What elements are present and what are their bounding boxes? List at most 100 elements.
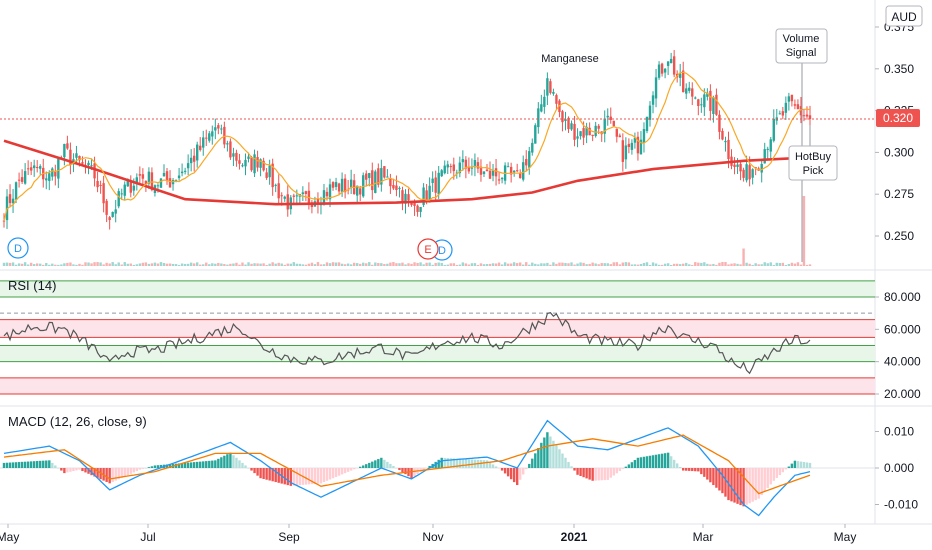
candle-body [250, 157, 253, 171]
macd-hist-bar [630, 462, 634, 468]
candle-body [669, 58, 673, 64]
candle-body [630, 142, 634, 150]
volume-signal-text-1: Volume [783, 33, 820, 45]
macd-hist-bar [377, 459, 380, 468]
volume-bar [165, 263, 169, 266]
volume-bar [567, 263, 570, 266]
macd-hist-bar [183, 462, 187, 468]
candle-body [721, 130, 724, 140]
volume-bar [223, 264, 226, 266]
volume-bar [805, 264, 809, 266]
volume-bar [183, 263, 187, 266]
macd-ticks: -0.010 0.000 0.010 [875, 425, 918, 512]
macd-hist-bar [582, 468, 585, 478]
candle-body [102, 183, 105, 204]
candle-body [217, 125, 220, 129]
volume-bar [96, 262, 99, 266]
volume-bar [271, 262, 274, 266]
macd-hist-bar [401, 468, 404, 473]
candle-body [111, 212, 114, 217]
macd-hist-bar [612, 468, 615, 476]
volume-bar [17, 263, 21, 266]
candle-body [232, 153, 235, 157]
macd-hist-bar [208, 460, 211, 468]
candle-body [32, 165, 36, 169]
time-axis[interactable]: May Jul Sep Nov 2021 Mar May [0, 524, 856, 544]
candle-body [144, 180, 148, 185]
macd-hist-bar [485, 460, 489, 468]
volume-bar [739, 264, 742, 266]
macd-hist-bar [289, 468, 292, 486]
macd-hist-bar [199, 461, 202, 468]
macd-hist-bar [537, 448, 540, 468]
macd-hist-bar [615, 468, 619, 474]
volume-bar [247, 262, 250, 266]
volume-bar [579, 262, 582, 266]
volume-bar [618, 264, 622, 266]
volume-bar [757, 264, 760, 266]
candle-body [183, 170, 187, 172]
macd-hist-bar [796, 461, 800, 468]
macd-hist-bar [775, 468, 778, 478]
candle-body [585, 126, 588, 136]
volume-bar [180, 263, 184, 266]
macd-hist-bar [343, 468, 347, 474]
candle-body [386, 176, 389, 178]
volume-bar [286, 263, 289, 266]
macd-tick-label: -0.010 [884, 498, 918, 512]
macd-hist-bar [331, 468, 335, 479]
volume-bar [108, 263, 111, 266]
candle-body [440, 170, 443, 177]
candle-body [709, 90, 712, 111]
macd-hist-bar [117, 468, 120, 480]
candle-body [199, 145, 202, 150]
volume-bar [724, 262, 727, 266]
candle-body [48, 173, 51, 181]
candle-body [694, 97, 697, 99]
macd-hist-bar [346, 468, 350, 472]
macd-hist-bar [105, 468, 108, 482]
dividend-marker-circle [7, 237, 29, 259]
candle-body [579, 131, 582, 137]
candle-body [796, 104, 800, 110]
macd-hist-bar [268, 468, 271, 481]
macd-hist-bar [54, 465, 57, 468]
volume-bar [93, 262, 96, 266]
earnings-marker[interactable]: E [417, 238, 439, 260]
macd-hist-bar [57, 468, 60, 469]
candle-body [268, 165, 271, 178]
volume-bar [585, 264, 588, 266]
volume-bars [2, 196, 812, 266]
rsi-pane[interactable]: 20.000 40.000 60.000 80.000 RSI (14) [0, 270, 921, 406]
volume-bar [464, 263, 468, 266]
candle-body [718, 114, 721, 132]
dividend-marker[interactable]: D [7, 237, 29, 259]
candle-body [808, 115, 812, 120]
candle-body [636, 136, 640, 154]
volume-bar [482, 264, 486, 266]
macd-hist-bar [787, 466, 791, 468]
candle-body [398, 187, 401, 189]
rsi-band [0, 280, 875, 297]
currency-badge[interactable]: AUD [885, 5, 923, 27]
candle-body [476, 162, 480, 169]
macd-hist-bar [368, 462, 371, 468]
candle-body [549, 81, 552, 93]
volume-bar [313, 264, 317, 266]
candle-body [208, 133, 211, 141]
candle-body [733, 164, 736, 167]
volume-bar [310, 262, 314, 266]
macd-hist-bar [639, 457, 643, 468]
macd-hist-bar [745, 468, 748, 505]
macd-hist-bar [292, 468, 295, 486]
macd-hist-bar [14, 462, 18, 468]
volume-bar [126, 263, 129, 266]
volume-bar [349, 264, 353, 266]
macd-pane[interactable]: -0.010 0.000 0.010 MACD (12, 26, close, 9) [0, 406, 918, 524]
candle-body [449, 166, 452, 168]
candle-body [525, 159, 528, 166]
macd-hist-bar [202, 461, 205, 468]
macd-hist-bar [271, 468, 274, 482]
